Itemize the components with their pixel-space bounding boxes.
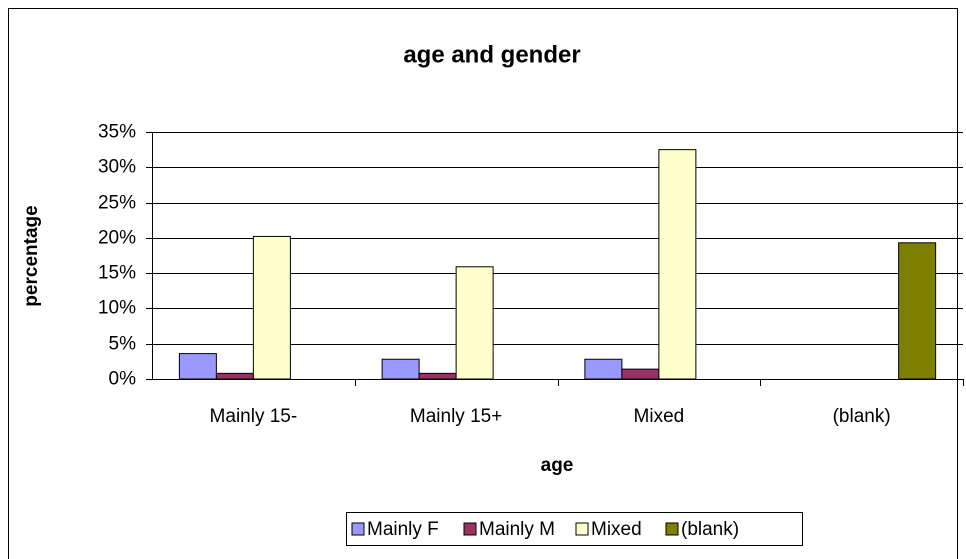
legend-swatch — [575, 522, 589, 536]
bar — [455, 266, 494, 380]
y-tick-label: 5% — [109, 334, 137, 355]
y-tick-label: 25% — [98, 193, 136, 214]
chart-title: age and gender — [403, 41, 580, 68]
legend-swatch — [351, 522, 365, 536]
bar — [621, 368, 660, 380]
legend-label: Mainly M — [479, 519, 555, 540]
legend-label: (blank) — [681, 519, 739, 540]
bar — [584, 358, 623, 380]
bar — [252, 235, 291, 380]
y-tick-label: 30% — [98, 157, 136, 178]
x-axis-label: age — [541, 455, 574, 476]
bar — [215, 372, 254, 380]
x-tick-label: Mainly 15+ — [410, 406, 502, 427]
bar — [178, 353, 217, 380]
legend-swatch — [463, 522, 477, 536]
bar — [658, 149, 697, 380]
legend-label: Mainly F — [367, 519, 439, 540]
y-tick-label: 10% — [98, 298, 136, 319]
x-tick-label: (blank) — [833, 406, 891, 427]
legend-label: Mixed — [591, 519, 642, 540]
y-tick-label: 35% — [98, 122, 136, 143]
chart-border — [8, 8, 958, 559]
y-tick-label: 0% — [109, 369, 137, 390]
legend-swatch — [665, 522, 679, 536]
bar — [418, 372, 457, 380]
x-tick-label: Mixed — [634, 406, 685, 427]
y-tick-label: 20% — [98, 228, 136, 249]
bar — [381, 358, 420, 380]
y-axis-label: percentage — [21, 205, 42, 306]
y-tick-label: 15% — [98, 263, 136, 284]
x-tick-label: Mainly 15- — [210, 406, 298, 427]
legend-box — [346, 512, 803, 546]
bar — [898, 242, 937, 380]
